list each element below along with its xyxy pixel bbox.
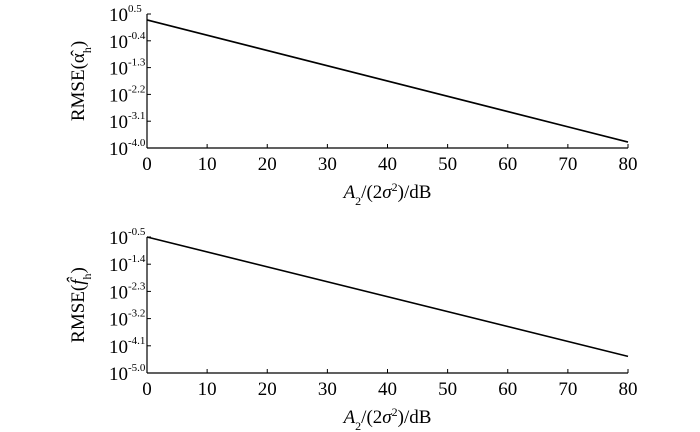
y-tick-label: 100.5 (109, 3, 142, 26)
y-tick-exponent: -2.2 (128, 83, 145, 95)
y-tick-base: 10 (109, 85, 128, 106)
y-tick-exponent: -1.3 (128, 57, 146, 69)
data-line (146, 236, 629, 358)
x-tick-label: 70 (558, 154, 577, 175)
label-part: f̂ (67, 276, 89, 285)
y-tick-exponent: 0.5 (128, 3, 142, 15)
x-tick-label: 70 (558, 379, 577, 400)
y-axis-label: RMSE(f̂h) (67, 267, 94, 343)
x-tick-label: 20 (258, 379, 277, 400)
y-tick-base: 10 (109, 32, 128, 53)
y-tick-label: 10-1.3 (109, 57, 146, 80)
y-tick-base: 10 (109, 310, 128, 331)
label-part: A (342, 407, 356, 428)
label-part: )/dB (398, 407, 432, 428)
x-tick-label: 80 (619, 379, 638, 400)
y-tick-base: 10 (109, 5, 128, 26)
x-tick-label: 50 (438, 379, 457, 400)
label-part: 2 (355, 419, 361, 432)
x-tick-label: 0 (142, 154, 152, 175)
label-part: ) (68, 267, 89, 273)
y-tick-base: 10 (109, 59, 128, 80)
x-tick-label: 30 (318, 379, 337, 400)
y-tick-label: 10-0.5 (109, 226, 146, 249)
y-tick-exponent: -3.2 (128, 308, 145, 320)
x-tick-label: 50 (438, 154, 457, 175)
label-part: h (80, 47, 94, 53)
y-tick-base: 10 (109, 139, 128, 160)
y-tick-base: 10 (109, 228, 128, 249)
y-tick-label: 10-0.4 (109, 30, 146, 53)
y-tick-exponent: -4.0 (128, 137, 146, 149)
label-part: RMSE(α̂ (68, 50, 89, 121)
y-tick-base: 10 (109, 364, 128, 385)
label-part: 2 (392, 180, 398, 194)
label-part: ) (68, 41, 89, 47)
y-tick-label: 10-3.2 (109, 308, 145, 331)
x-tick-label: 40 (378, 154, 397, 175)
x-tick-label: 80 (619, 154, 638, 175)
y-tick-label: 10-2.2 (109, 83, 145, 106)
x-tick-label: 30 (318, 154, 337, 175)
y-tick-exponent: -5.0 (128, 362, 146, 374)
x-tick-label: 40 (378, 379, 397, 400)
x-tick-label: 60 (498, 154, 517, 175)
y-tick-label: 10-5.0 (109, 362, 146, 385)
label-part: σ (382, 182, 392, 203)
y-tick-exponent: -0.4 (128, 30, 146, 42)
label-part: /(2 (361, 407, 382, 428)
data-line (146, 19, 629, 143)
y-tick-exponent: -4.1 (128, 335, 145, 347)
x-axis-label: A2/(2σ2)/dB (342, 405, 432, 432)
y-axis-label: RMSE(α̂h) (68, 41, 94, 121)
label-part: σ (382, 407, 392, 428)
y-tick-exponent: -3.1 (128, 110, 145, 122)
label-part: h (80, 273, 94, 279)
y-tick-exponent: -0.5 (128, 226, 146, 238)
label-part: /(2 (361, 182, 382, 203)
x-axis-label: A2/(2σ2)/dB (342, 180, 432, 208)
x-tick-label: 0 (142, 379, 152, 400)
y-tick-exponent: -2.3 (128, 280, 146, 292)
x-tick-label: 10 (198, 154, 217, 175)
label-part: RMSE( (68, 285, 89, 343)
y-tick-base: 10 (109, 112, 128, 133)
x-tick-label: 20 (258, 154, 277, 175)
y-tick-base: 10 (109, 337, 128, 358)
y-tick-label: 10-4.1 (109, 335, 145, 358)
y-tick-label: 10-1.4 (109, 253, 146, 276)
y-tick-base: 10 (109, 255, 128, 276)
y-tick-exponent: -1.4 (128, 253, 146, 265)
y-tick-label: 10-2.3 (109, 280, 146, 303)
label-part: 2 (392, 405, 398, 419)
y-tick-label: 10-4.0 (109, 137, 146, 160)
label-part: 2 (355, 194, 361, 208)
label-part: )/dB (398, 182, 432, 203)
y-tick-label: 10-3.1 (109, 110, 145, 133)
y-tick-base: 10 (109, 282, 128, 303)
label-part: A (342, 182, 356, 203)
x-tick-label: 60 (498, 379, 517, 400)
x-tick-label: 10 (198, 379, 217, 400)
